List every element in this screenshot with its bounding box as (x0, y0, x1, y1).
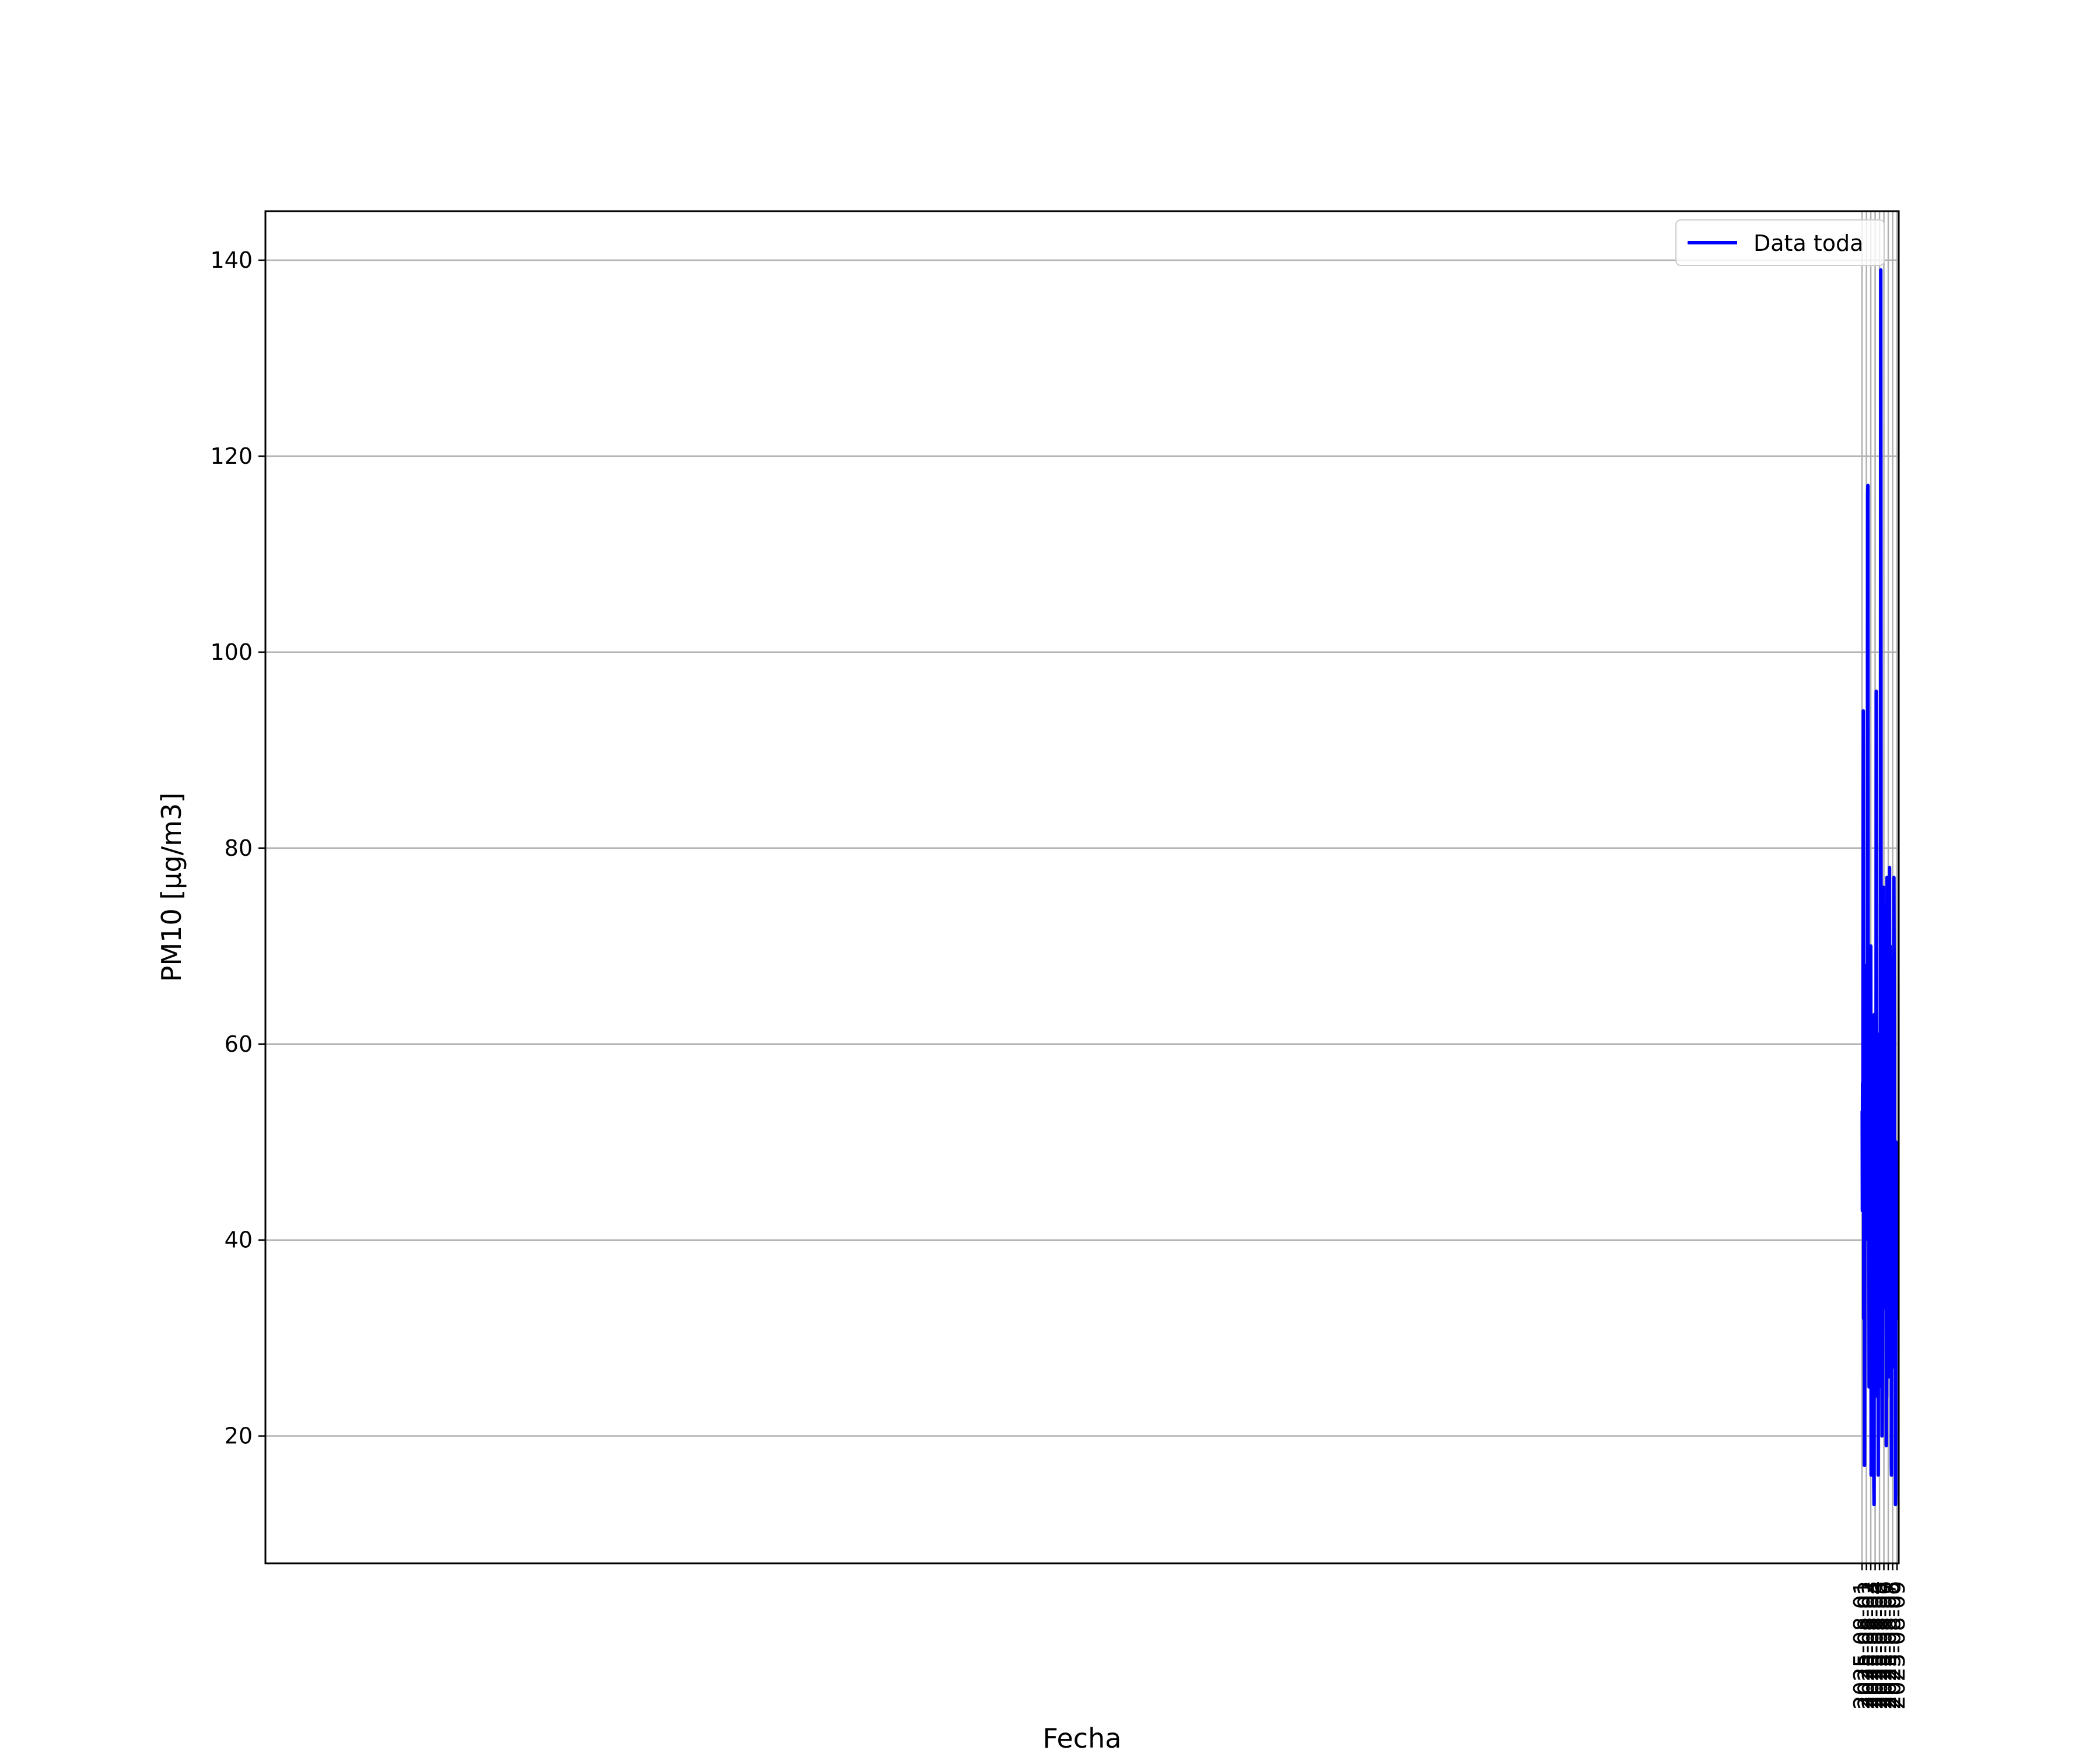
series-line (1860, 268, 1899, 1507)
x-tick-label: 2025-08-03 (1858, 1581, 1884, 1710)
series-layer (1860, 268, 1899, 1507)
x-axis: 2025-08-012025-08-022025-08-032025-08-04… (1849, 1563, 1910, 1710)
x-tick-label: 2025-08-04 (1863, 1581, 1888, 1710)
x-tick-label: 2025-08-07 (1875, 1581, 1901, 1710)
y-tick-label: 20 (225, 1423, 253, 1449)
legend-box (1675, 219, 1885, 266)
grid (265, 211, 1899, 1563)
x-tick-label: 2025-08-01 (1849, 1581, 1875, 1710)
y-axis: 20 40 60 80 100 120 140 (210, 247, 265, 1449)
x-tick-label: 2025-08-08 (1880, 1581, 1906, 1710)
y-tick-label: 80 (225, 835, 253, 861)
x-axis-label: Fecha (1043, 1723, 1122, 1750)
y-tick-label: 140 (210, 247, 253, 273)
legend: Data toda (1675, 219, 1885, 266)
y-tick-label: 60 (225, 1031, 253, 1057)
y-axis-label: PM10 [μg/m3] (156, 793, 187, 982)
legend-entry-label: Data toda (1754, 230, 1863, 256)
x-tick-label: 2025-08-09 (1884, 1581, 1910, 1710)
y-tick-label: 120 (210, 443, 253, 469)
x-tick-label: 2025-08-05 (1867, 1581, 1892, 1710)
x-tick-label: 2025-08-06 (1871, 1581, 1897, 1710)
y-tick-label: 100 (210, 639, 253, 665)
x-tick-label: 2025-08-02 (1854, 1581, 1880, 1710)
plot-frame (264, 210, 1900, 1564)
y-tick-label: 40 (225, 1227, 253, 1253)
